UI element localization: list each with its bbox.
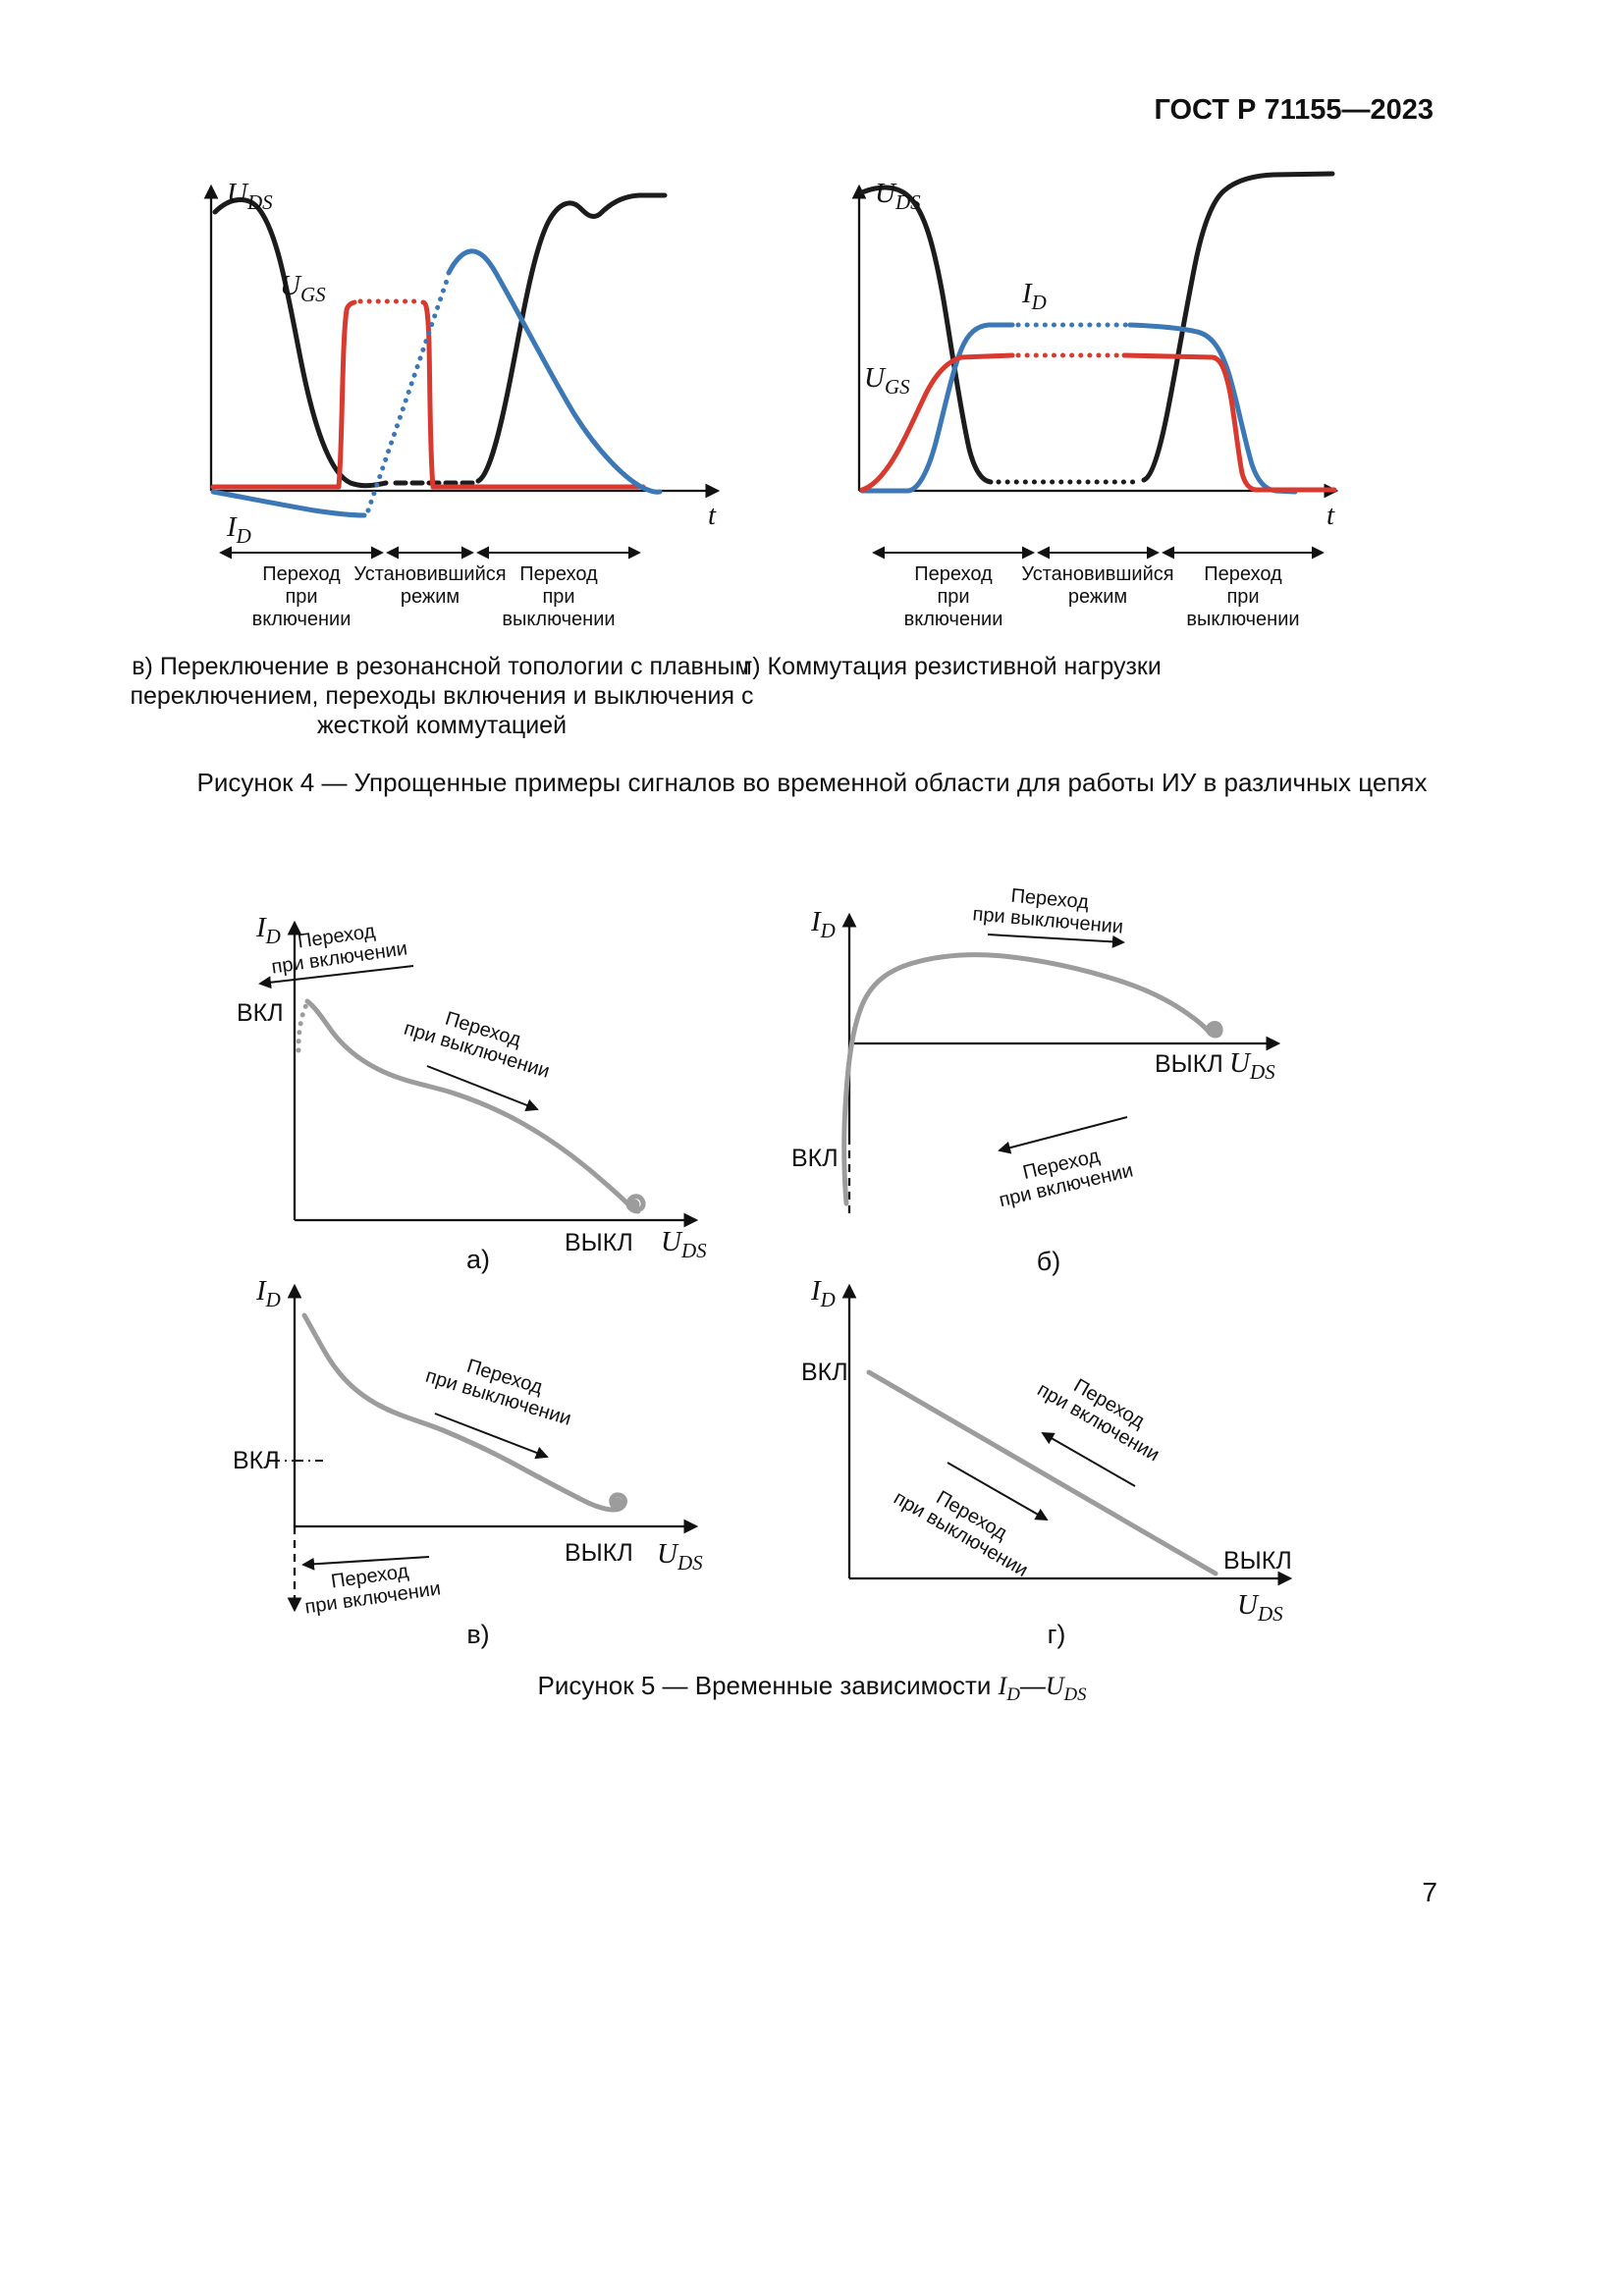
id-label: ID [1021, 278, 1047, 314]
t-label: t [708, 500, 717, 531]
uds-symbol: U [1045, 1672, 1064, 1700]
region-label-steady: Установившийся режим [353, 563, 506, 608]
region-label-turn-off: Переход при выключении [1186, 563, 1299, 630]
trajectory-dotted [296, 1000, 310, 1053]
on-state-label: ВКЛ [237, 999, 284, 1027]
trajectory-line [866, 1369, 1218, 1576]
turn-on-label: Переходпри включении [992, 1139, 1135, 1211]
figure5-caption: Рисунок 5 — Временные зависимости ID—UDS [0, 1671, 1624, 1706]
turn-off-label: Переходпри выключении [402, 997, 559, 1083]
id-label: ID [226, 511, 251, 548]
id-curve-fall [446, 248, 663, 495]
t-label: t [1326, 500, 1335, 531]
panel-letter-g: г) [1048, 1620, 1066, 1649]
figure4-panel-v: UDS UGS ID t Переход при включении Установ… [203, 178, 721, 630]
uds-curve-rise [475, 192, 668, 484]
ugs-label: UGS [864, 362, 910, 399]
turn-on-arrow [1041, 1432, 1136, 1487]
ugs-curve [210, 299, 357, 490]
id-symbol: I [998, 1672, 1007, 1700]
ugs-curve [859, 352, 1015, 493]
ugs-label: UGS [280, 270, 326, 306]
uds-label: UDS [661, 1226, 707, 1262]
ugs-curve-fall [1121, 352, 1337, 493]
figure5-panel-b: Переходпри выключении Переходпри включен… [791, 881, 1281, 1276]
page-number: 7 [1422, 1877, 1437, 1907]
figure4-caption: Рисунок 4 — Упрощенные примеры сигналов … [196, 768, 1428, 797]
figure4-panel-v-caption: в) Переключение в резонансной топологии … [130, 653, 754, 739]
id-curve-fall [1127, 322, 1298, 495]
id-curve [210, 489, 367, 518]
uds-label: UDS [227, 178, 273, 214]
trajectory-curve [304, 998, 646, 1214]
off-point-dot [628, 1199, 640, 1210]
id-curve [859, 322, 1015, 494]
uds-curve [859, 185, 994, 485]
region-label-turn-on: Переход при включении [252, 563, 352, 630]
id-label: ID [810, 1275, 836, 1311]
uds-label: UDS [875, 178, 921, 214]
id-label: ID [810, 906, 836, 942]
caption-dash: — [1019, 1671, 1046, 1700]
turn-off-arrow [987, 934, 1125, 948]
uds-label: UDS [657, 1538, 703, 1575]
id-subscript: D [1006, 1684, 1020, 1706]
region-label-turn-on: Переход при включении [904, 563, 1003, 630]
off-state-label: ВЫКЛ [565, 1539, 633, 1567]
turn-on-arrow [301, 1556, 430, 1571]
turn-on-arrow [998, 1116, 1128, 1154]
turn-on-arrow [258, 965, 414, 989]
panel-letter-v: в) [466, 1620, 489, 1649]
ugs-curve-fall [420, 299, 646, 490]
off-state-label: ВЫКЛ [1223, 1547, 1292, 1575]
uds-curve [212, 197, 389, 489]
off-point-dot [1208, 1025, 1219, 1037]
document-code: ГОСТ Р 71155—2023 [1154, 94, 1434, 126]
panel-letter-b: б) [1037, 1247, 1060, 1276]
turn-off-label: Переходпри выключении [890, 1468, 1042, 1581]
region-label-turn-off: Переход при выключении [502, 563, 615, 630]
trajectory-curve [301, 1312, 627, 1513]
turn-off-arrow [426, 1065, 539, 1112]
panel-letter-a: а) [466, 1245, 490, 1274]
turn-on-label: Переходпри включении [1034, 1361, 1174, 1467]
uds-label: UDS [1229, 1047, 1275, 1084]
figure5-caption-text: Рисунок 5 — Временные зависимости [537, 1671, 999, 1700]
on-state-label: ВКЛ [233, 1447, 280, 1474]
figure5-panel-g: Переходпри включении Переходпри выключен… [801, 1275, 1293, 1649]
off-point-dot [612, 1497, 623, 1509]
turn-on-label: Переходпри включении [300, 1557, 442, 1619]
uds-label: UDS [1237, 1589, 1283, 1626]
figure4-panel-g-caption: г) Коммутация резистивной нагрузки [743, 653, 1162, 680]
on-state-label: ВКЛ [791, 1145, 839, 1172]
id-curve-dotted [365, 272, 452, 513]
figure5-panel-v: Переходпри выключении Переходпри включен… [233, 1275, 703, 1649]
turn-off-arrow [434, 1413, 549, 1460]
id-label: ID [255, 912, 281, 948]
figure5-panel-a: Переходпри включении Переходпри выключен… [237, 912, 707, 1274]
figure4-panel-g: UDS ID UGS t Переход при включении Установ… [851, 171, 1339, 630]
uds-curve-rise [1141, 171, 1335, 483]
turn-off-arrow [947, 1462, 1049, 1521]
on-state-label: ВКЛ [801, 1359, 848, 1386]
id-label: ID [255, 1275, 281, 1311]
off-state-label: ВЫКЛ [1155, 1050, 1223, 1078]
region-label-steady: Установившийся режим [1021, 563, 1173, 608]
uds-subscript: DS [1063, 1684, 1087, 1706]
turn-off-label: Переходпри выключении [972, 881, 1126, 937]
off-state-label: ВЫКЛ [565, 1229, 633, 1256]
trajectory-curve [841, 952, 1223, 1206]
